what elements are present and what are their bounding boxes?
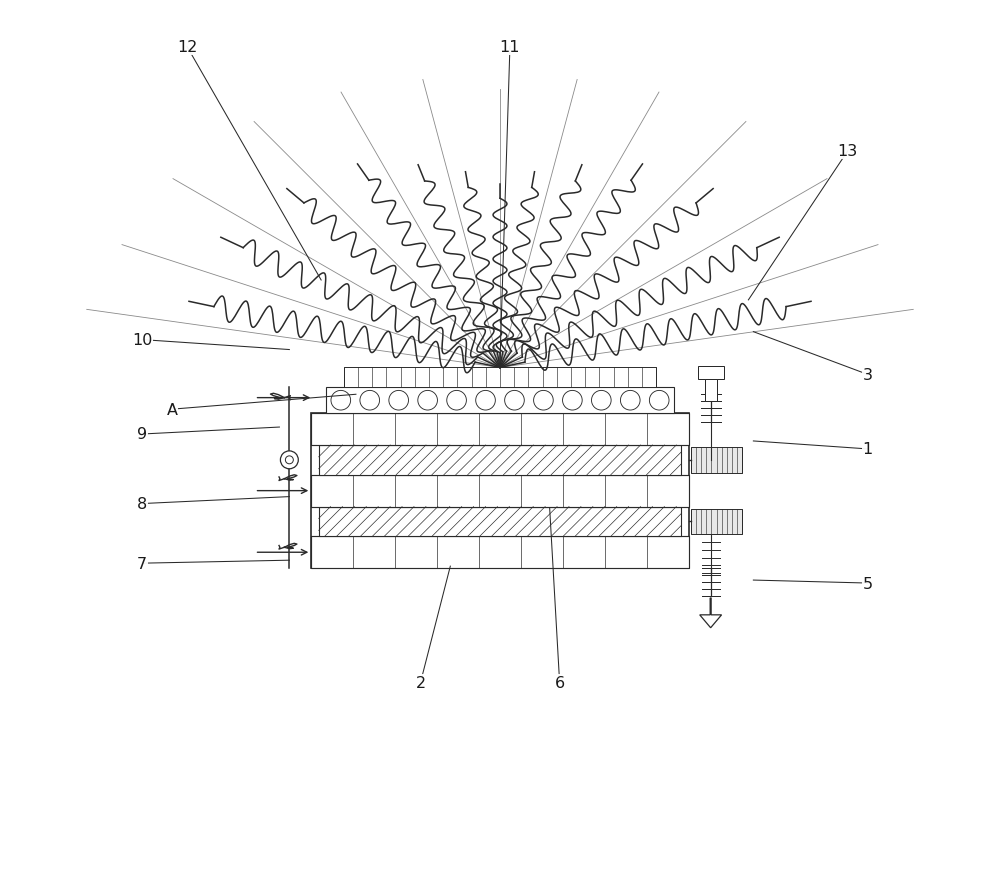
Circle shape	[447, 391, 466, 410]
Bar	[344, 368, 656, 388]
Text: 1: 1	[863, 442, 873, 457]
Bar	[705, 380, 717, 401]
Circle shape	[360, 391, 380, 410]
Circle shape	[285, 456, 293, 464]
Bar	[319, 446, 681, 475]
Bar	[311, 414, 689, 446]
Circle shape	[418, 391, 437, 410]
Bar	[326, 388, 674, 414]
Circle shape	[534, 391, 553, 410]
Text: 3: 3	[863, 368, 873, 382]
Text: 8: 8	[137, 496, 147, 512]
Circle shape	[591, 391, 611, 410]
Bar	[311, 414, 689, 568]
Circle shape	[280, 451, 298, 469]
Circle shape	[331, 391, 351, 410]
Bar	[691, 509, 742, 534]
Text: 11: 11	[500, 40, 520, 55]
Circle shape	[476, 391, 495, 410]
FancyArrow shape	[700, 598, 722, 628]
Text: 13: 13	[838, 144, 858, 159]
Circle shape	[620, 391, 640, 410]
Bar	[311, 537, 689, 568]
Text: 9: 9	[137, 427, 147, 442]
Text: 7: 7	[137, 556, 147, 571]
Bar	[319, 507, 681, 537]
Circle shape	[505, 391, 524, 410]
Bar	[311, 475, 689, 507]
Circle shape	[389, 391, 409, 410]
Text: 10: 10	[132, 333, 152, 348]
Bar	[698, 367, 724, 380]
Circle shape	[563, 391, 582, 410]
Circle shape	[649, 391, 669, 410]
Text: 2: 2	[415, 675, 426, 690]
Text: 6: 6	[555, 675, 565, 690]
Bar	[691, 448, 742, 474]
Text: 5: 5	[863, 576, 873, 591]
Text: A: A	[167, 402, 178, 417]
Text: 12: 12	[177, 40, 197, 55]
